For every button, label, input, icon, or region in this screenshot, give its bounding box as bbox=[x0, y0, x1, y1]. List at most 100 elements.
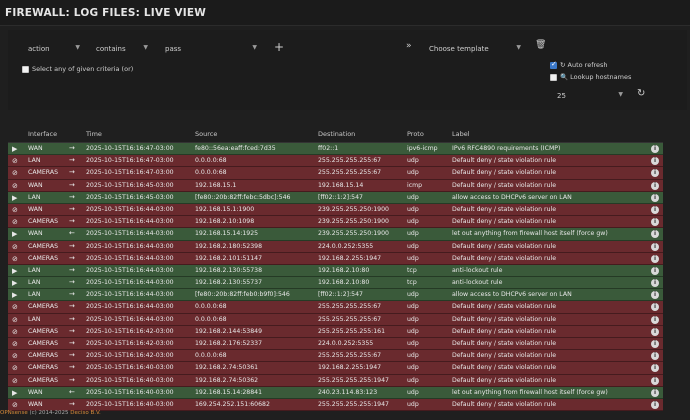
info-icon[interactable]: i bbox=[651, 352, 659, 361]
table-row[interactable]: ▶ LAN → 2025-10-15T16:16:44-03:00 [fe80::20b… bbox=[8, 289, 663, 302]
trash-icon[interactable]: 🗑 bbox=[535, 40, 547, 50]
info-icon[interactable]: i bbox=[651, 364, 659, 373]
cell-interface: CAMERAS bbox=[28, 327, 59, 335]
table-row[interactable]: ⊘ CAMERAS → 2025-10-15T16:16:44-03:00 0.0.0.… bbox=[8, 301, 663, 314]
filter-value-select[interactable]: pass ▼ bbox=[165, 41, 257, 57]
table-row[interactable]: ⊘ CAMERAS → 2025-10-15T16:16:42-03:00 192.16… bbox=[8, 338, 663, 351]
table-row[interactable]: ⊘ LAN → 2025-10-15T16:16:44-03:00 0.0.0.0:68… bbox=[8, 313, 663, 326]
info-icon[interactable]: i bbox=[651, 205, 659, 214]
cell-label: Default deny / state violation rule bbox=[452, 218, 557, 226]
any-criteria-checkbox[interactable] bbox=[22, 66, 29, 73]
field-select[interactable]: action ▼ bbox=[28, 41, 80, 57]
table-row[interactable]: ▶ LAN → 2025-10-15T16:16:45-03:00 [fe80::20b… bbox=[8, 191, 663, 204]
cell-destination: 255.255.255.255:1947 bbox=[318, 400, 389, 408]
info-icon[interactable]: i bbox=[651, 388, 659, 397]
cell-source: 0.0.0.0:68 bbox=[195, 303, 227, 311]
cell-source: 169.254.252.151:60682 bbox=[195, 400, 270, 408]
apply-template-button[interactable]: » bbox=[406, 41, 412, 51]
table-row[interactable]: ▶ LAN → 2025-10-15T16:16:44-03:00 192.168.2.… bbox=[8, 264, 663, 278]
info-icon[interactable]: i bbox=[651, 303, 659, 312]
info-icon[interactable]: i bbox=[651, 254, 659, 263]
info-icon[interactable]: i bbox=[651, 193, 659, 202]
info-icon[interactable]: i bbox=[651, 315, 659, 324]
table-row[interactable]: ⊘ CAMERAS → 2025-10-15T16:16:44-03:00 192.16… bbox=[8, 216, 663, 229]
cell-source: 192.168.2.130:55737 bbox=[195, 279, 263, 287]
cell-label: Default deny / state violation rule bbox=[452, 340, 557, 347]
pass-icon: ▶ bbox=[12, 388, 18, 397]
lookup-hostnames-checkbox[interactable] bbox=[550, 74, 557, 81]
table-row[interactable]: ⊘ CAMERAS → 2025-10-15T16:16:42-03:00 192.16… bbox=[8, 325, 663, 338]
table-row[interactable]: ▶ WAN ← 2025-10-15T16:16:44-03:00 192.168.15… bbox=[8, 228, 663, 241]
cell-destination: 255.255.255.255:1947 bbox=[318, 376, 389, 384]
cell-label: allow access to DHCPv6 server on LAN bbox=[452, 193, 572, 201]
info-icon[interactable]: i bbox=[651, 340, 659, 348]
inbound-arrow-icon: → bbox=[69, 278, 75, 287]
table-row[interactable]: ⊘ CAMERAS → 2025-10-15T16:16:42-03:00 0.0.0.… bbox=[8, 350, 663, 363]
table-row[interactable]: ⊘ WAN → 2025-10-15T16:16:44-03:00 192.168.15… bbox=[8, 203, 663, 217]
refresh-button[interactable]: ↻ bbox=[637, 88, 646, 99]
table-row[interactable]: ⊘ WAN → 2025-10-15T16:16:40-03:00 169.254.25… bbox=[8, 398, 663, 412]
cell-time: 2025-10-15T16:16:47-03:00 bbox=[86, 157, 174, 165]
table-row[interactable]: ⊘ CAMERAS → 2025-10-15T16:16:44-03:00 192.16… bbox=[8, 240, 663, 253]
cell-destination: 224.0.0.252:5355 bbox=[318, 340, 374, 347]
cell-interface: LAN bbox=[28, 157, 41, 165]
table-row[interactable]: ⊘ CAMERAS → 2025-10-15T16:16:40-03:00 192.16… bbox=[8, 374, 663, 387]
cell-time: 2025-10-15T16:16:40-03:00 bbox=[86, 400, 174, 408]
cell-label: allow access to DHCPv6 server on LAN bbox=[452, 291, 572, 299]
info-icon[interactable]: i bbox=[651, 242, 659, 251]
operator-select[interactable]: contains ▼ bbox=[96, 41, 148, 57]
info-icon[interactable]: i bbox=[651, 291, 659, 300]
info-icon[interactable]: i bbox=[651, 230, 659, 239]
block-icon: ⊘ bbox=[12, 218, 18, 227]
info-icon[interactable]: i bbox=[651, 279, 659, 288]
info-icon[interactable]: i bbox=[651, 376, 659, 385]
table-row[interactable]: ▶ WAN ← 2025-10-15T16:16:40-03:00 192.168.15… bbox=[8, 386, 663, 399]
cell-destination: 240.23.114.83:123 bbox=[318, 388, 378, 396]
block-icon: ⊘ bbox=[12, 205, 18, 214]
table-row[interactable]: ⊘ LAN → 2025-10-15T16:16:47-03:00 0.0.0.0:68… bbox=[8, 155, 663, 168]
info-icon[interactable]: i bbox=[651, 400, 659, 409]
cell-time: 2025-10-15T16:16:44-03:00 bbox=[86, 266, 174, 274]
table-row[interactable]: ▶ WAN → 2025-10-15T16:16:47-03:00 fe80::56ea… bbox=[8, 143, 663, 156]
info-icon[interactable]: i bbox=[651, 266, 659, 275]
cell-time: 2025-10-15T16:16:44-03:00 bbox=[86, 254, 174, 262]
auto-refresh-text: Auto refresh bbox=[567, 61, 608, 69]
cell-time: 2025-10-15T16:16:44-03:00 bbox=[86, 291, 174, 299]
info-icon[interactable]: i bbox=[651, 218, 659, 227]
cell-destination: 239.255.255.250:1900 bbox=[318, 205, 389, 213]
footer-company: Deciso B.V. bbox=[70, 410, 101, 416]
block-icon: ⊘ bbox=[12, 400, 18, 409]
info-icon[interactable]: i bbox=[651, 181, 659, 190]
template-select[interactable]: Choose template ▼ bbox=[429, 41, 521, 57]
info-icon[interactable]: i bbox=[651, 145, 659, 153]
auto-refresh-label: ↻ Auto refresh bbox=[560, 61, 608, 69]
operator-select-value: contains bbox=[96, 45, 126, 53]
info-icon[interactable]: i bbox=[651, 327, 659, 336]
table-row[interactable]: ⊘ CAMERAS → 2025-10-15T16:16:40-03:00 192.16… bbox=[8, 362, 663, 375]
limit-select[interactable]: 25 ▼ bbox=[557, 88, 623, 104]
inbound-arrow-icon: → bbox=[69, 144, 75, 152]
inbound-arrow-icon: → bbox=[69, 363, 75, 372]
block-icon: ⊘ bbox=[12, 157, 18, 166]
add-criteria-button[interactable]: + bbox=[274, 40, 285, 54]
cell-destination: 239.255.255.250:1900 bbox=[318, 218, 389, 226]
block-icon: ⊘ bbox=[12, 181, 18, 190]
cell-label: Default deny / state violation rule bbox=[452, 327, 557, 335]
cell-proto: ipv6-icmp bbox=[407, 145, 438, 152]
table-row[interactable]: ⊘ CAMERAS → 2025-10-15T16:16:47-03:00 0.0.0.… bbox=[8, 167, 663, 180]
info-icon[interactable]: i bbox=[651, 157, 659, 166]
limit-value: 25 bbox=[557, 92, 566, 100]
cell-destination: 192.168.2.255:1947 bbox=[318, 254, 382, 262]
cell-interface: WAN bbox=[28, 400, 43, 408]
auto-refresh-checkbox[interactable] bbox=[550, 60, 557, 69]
cell-time: 2025-10-15T16:16:44-03:00 bbox=[86, 230, 174, 238]
cell-source: 192.168.2.180:52398 bbox=[195, 242, 263, 250]
cell-interface: CAMERAS bbox=[28, 340, 59, 347]
lookup-hostnames-label: 🔍 Lookup hostnames bbox=[560, 73, 632, 81]
info-icon[interactable]: i bbox=[651, 169, 659, 178]
table-row[interactable]: ▶ LAN → 2025-10-15T16:16:44-03:00 192.168.2.… bbox=[8, 277, 663, 290]
footer: OPNsense (c) 2014-2025 Deciso B.V. bbox=[0, 410, 101, 416]
table-row[interactable]: ⊘ CAMERAS → 2025-10-15T16:16:44-03:00 192.16… bbox=[8, 252, 663, 265]
inbound-arrow-icon: → bbox=[69, 217, 75, 226]
table-row[interactable]: ⊘ WAN → 2025-10-15T16:16:45-03:00 192.168.15… bbox=[8, 179, 663, 192]
